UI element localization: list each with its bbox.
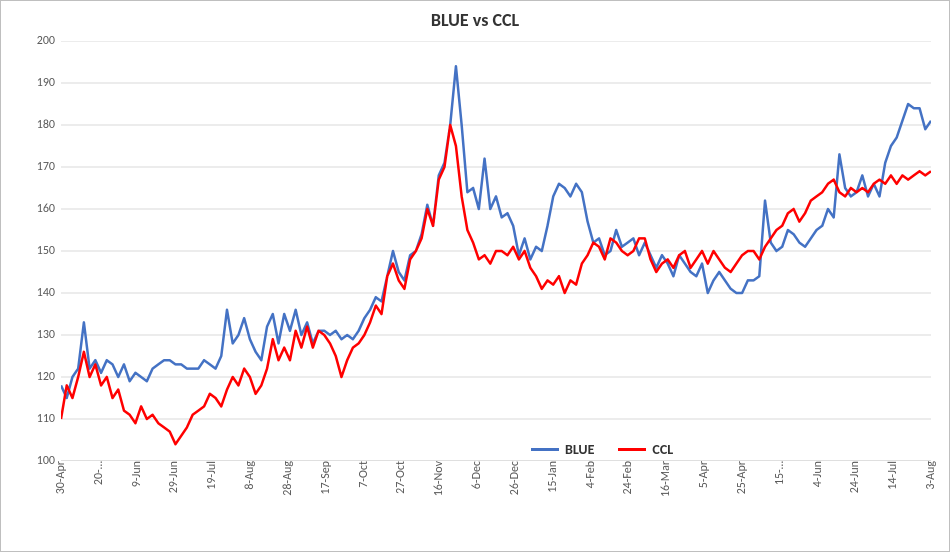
x-tick-label: 17-Sep <box>319 461 333 495</box>
x-tick-label: 16-Mar <box>659 461 673 497</box>
x-tick-label: 4-Jun <box>811 461 825 487</box>
x-tick-label: 15-Jan <box>546 461 560 493</box>
series-line-blue <box>61 66 931 398</box>
x-tick-label: 26-Dec <box>508 461 522 495</box>
y-tick-label: 190 <box>37 76 55 90</box>
x-tick-label: 5-Apr <box>697 461 711 488</box>
y-tick-label: 130 <box>37 328 55 342</box>
x-tick-label: 27-Oct <box>394 461 408 494</box>
x-tick-label: 20-… <box>92 461 106 485</box>
y-tick-label: 110 <box>37 412 55 426</box>
y-tick-label: 180 <box>37 118 55 132</box>
x-tick-label: 24-Jun <box>848 461 862 493</box>
x-tick-label: 19-Jul <box>205 461 219 490</box>
legend-item-ccl: CCL <box>618 441 673 458</box>
x-tick-label: 25-Apr <box>735 461 749 494</box>
x-tick-label: 24-Feb <box>621 461 635 494</box>
x-tick-label: 8-Aug <box>243 461 257 490</box>
y-tick-label: 170 <box>37 160 55 174</box>
legend-item-blue: BLUE <box>531 441 594 458</box>
y-tick-label: 150 <box>37 244 55 258</box>
plot-svg <box>61 41 931 461</box>
chart-title: BLUE vs CCL <box>1 9 949 31</box>
y-tick-label: 200 <box>37 34 55 48</box>
legend-label: BLUE <box>565 441 594 458</box>
series-line-ccl <box>61 125 931 444</box>
x-tick-label: 29-Jun <box>167 461 181 493</box>
legend-label: CCL <box>652 441 673 458</box>
x-tick-label: 28-Aug <box>281 461 295 496</box>
legend-swatch <box>618 448 646 451</box>
plot-area: 10011012013014015016017018019020030-Apr2… <box>61 41 931 461</box>
x-tick-label: 14-Jul <box>886 461 900 490</box>
x-tick-label: 9-Jun <box>130 461 144 487</box>
y-tick-label: 120 <box>37 370 55 384</box>
x-tick-label: 15-… <box>773 461 787 485</box>
x-tick-label: 3-Aug <box>924 461 938 490</box>
x-tick-label: 7-Oct <box>357 461 371 488</box>
x-tick-label: 6-Dec <box>470 461 484 489</box>
chart-container: BLUE vs CCL 1001101201301401501601701801… <box>0 0 950 552</box>
y-tick-label: 100 <box>37 454 55 468</box>
y-tick-label: 140 <box>37 286 55 300</box>
x-tick-label: 30-Apr <box>54 461 68 494</box>
legend: BLUE CCL <box>531 441 673 458</box>
y-tick-label: 160 <box>37 202 55 216</box>
x-tick-label: 16-Nov <box>432 461 446 496</box>
legend-swatch <box>531 448 559 451</box>
x-tick-label: 4-Feb <box>584 461 598 488</box>
